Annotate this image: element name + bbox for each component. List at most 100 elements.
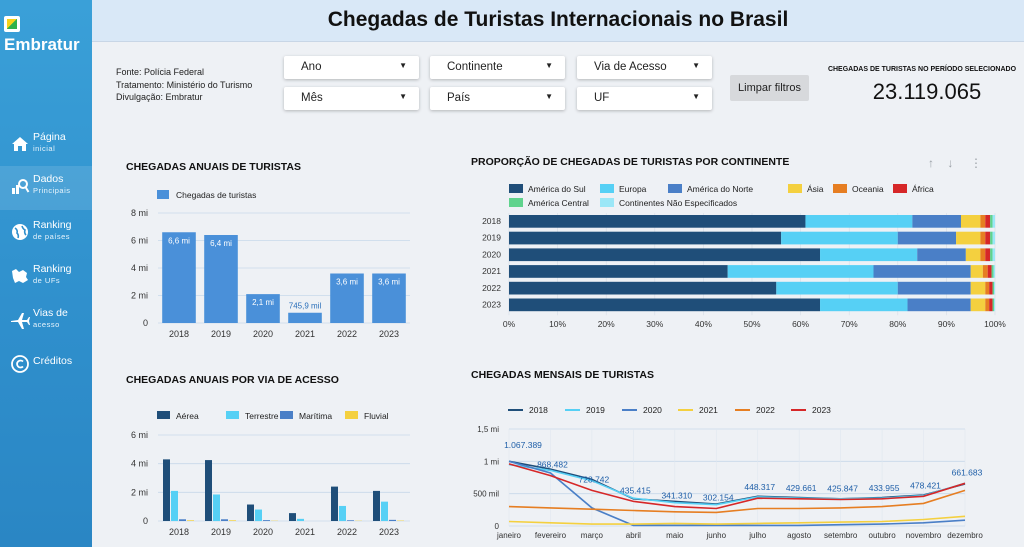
- bar-data-label: 6,6 mi: [168, 236, 190, 245]
- data-label-2023: 302.154: [703, 493, 734, 503]
- legend-swatch: [788, 184, 802, 193]
- legend-label: Terrestre: [245, 411, 279, 421]
- data-label-2023: 448.317: [744, 482, 775, 492]
- data-label-2023: 341.310: [661, 491, 692, 501]
- publication-line: Divulgação: Embratur: [116, 92, 203, 102]
- filter-via-dropdown[interactable]: Via de Acesso ▼: [577, 56, 712, 79]
- legend-label: América do Sul: [528, 184, 586, 194]
- x-tick-label: agosto: [787, 531, 812, 540]
- bar-Marítima-2019: [221, 519, 228, 521]
- segment-2020: [990, 248, 993, 262]
- clear-filters-button[interactable]: Limpar filtros: [730, 75, 809, 101]
- segment-2023: [970, 298, 986, 312]
- x-tick-label: 80%: [889, 319, 906, 329]
- continent-chart-title: PROPORÇÃO DE CHEGADAS DE TURISTAS POR CO…: [471, 156, 790, 168]
- legend-label: Europa: [619, 184, 647, 194]
- nav-item-home[interactable]: Página inicial: [0, 124, 92, 168]
- bar-Marítima-2023: [389, 519, 396, 521]
- filter-pais-dropdown[interactable]: País ▼: [430, 87, 565, 110]
- y-tick-label: 2023: [482, 300, 501, 310]
- nav-item-dados-principais[interactable]: Dados Principais: [0, 166, 92, 210]
- x-tick-label: março: [581, 531, 604, 540]
- filter-mes-dropdown[interactable]: Mês ▼: [284, 87, 419, 110]
- filter-ano-dropdown[interactable]: Ano ▼: [284, 56, 419, 79]
- filter-uf-dropdown[interactable]: UF ▼: [577, 87, 712, 110]
- nav-sublabel: de UFs: [33, 276, 61, 285]
- bar-Fluvial-2019: [229, 520, 236, 521]
- data-label-2023: 661.683: [952, 467, 983, 477]
- page-header: Chegadas de Turistas Internacionais no B…: [92, 0, 1024, 42]
- nav-item-creditos[interactable]: Créditos: [0, 344, 92, 388]
- y-tick-label: 1 mi: [484, 457, 499, 466]
- bar-Aérea-2021: [289, 513, 296, 521]
- monthly-chart-title: CHEGADAS MENSAIS DE TURISTAS: [471, 369, 654, 381]
- nav-sublabel: inicial: [33, 144, 56, 153]
- segment-2022: [970, 281, 986, 295]
- embratur-logo[interactable]: Embratur: [4, 16, 88, 58]
- y-tick-label: 2019: [482, 233, 501, 243]
- annual-chart-title: CHEGADAS ANUAIS DE TURISTAS: [126, 161, 302, 173]
- bar-2023: [372, 273, 406, 323]
- sort-down-icon[interactable]: ↓: [947, 156, 954, 170]
- bar-2018: [162, 232, 196, 323]
- segment-2022: [776, 281, 898, 295]
- legend-label: Chegadas de turistas: [176, 190, 256, 200]
- segment-2022: [992, 281, 995, 295]
- y-tick-label: 4 mi: [131, 459, 148, 469]
- dropdown-label: País: [447, 92, 471, 104]
- nav-label: Ranking: [33, 263, 72, 275]
- segment-2023: [992, 298, 995, 312]
- segment-2020: [992, 248, 995, 262]
- segment-2020: [917, 248, 966, 262]
- segment-2018: [912, 215, 961, 228]
- line-series-2023: [508, 463, 966, 510]
- segment-2018: [805, 215, 913, 228]
- bar-data-label: 745,9 mil: [289, 302, 322, 311]
- segment-2019: [980, 231, 986, 245]
- x-tick-label: 2022: [337, 329, 357, 339]
- data-label-2023: 868.482: [537, 460, 568, 470]
- sort-up-icon[interactable]: ↑: [928, 156, 934, 170]
- x-tick-label: 2019: [211, 329, 231, 339]
- data-label-2023: 728.742: [579, 474, 610, 484]
- segment-2019: [990, 231, 993, 245]
- segment-2021: [970, 265, 983, 278]
- segment-2023: [907, 298, 971, 312]
- nav-item-ranking-paises[interactable]: Ranking de países: [0, 212, 92, 256]
- dropdown-label: Via de Acesso: [594, 61, 667, 73]
- nav-item-ranking-ufs[interactable]: Ranking de UFs: [0, 256, 92, 300]
- legend-swatch: [157, 190, 169, 199]
- x-tick-label: 2020: [253, 527, 273, 537]
- segment-2018: [980, 215, 986, 228]
- x-tick-label: 2023: [379, 329, 399, 339]
- y-tick-label: 2022: [482, 283, 501, 293]
- data-label-2023: 433.955: [869, 483, 900, 493]
- nav-label: Ranking: [33, 219, 72, 231]
- bar-Terrestre-2018: [171, 490, 178, 521]
- y-tick-label: 6 mi: [131, 430, 148, 440]
- more-options-icon[interactable]: ⋮: [970, 156, 983, 170]
- bar-Aérea-2018: [163, 459, 170, 521]
- segment-2022: [989, 281, 993, 295]
- chart-toolbar: ↑ ↓ ⋮: [928, 156, 982, 170]
- embratur-logo-mark: [4, 16, 20, 32]
- x-tick-label: abril: [626, 531, 641, 540]
- access-chart-title: CHEGADAS ANUAIS POR VIA DE ACESSO: [126, 374, 339, 386]
- segment-2021: [982, 265, 988, 278]
- x-tick-label: novembro: [906, 531, 942, 540]
- x-tick-label: 30%: [646, 319, 663, 329]
- segment-2019: [956, 231, 981, 245]
- filter-continente-dropdown[interactable]: Continente ▼: [430, 56, 565, 79]
- x-tick-label: julho: [748, 531, 766, 540]
- legend-label: 2021: [699, 405, 718, 415]
- segment-2023: [820, 298, 908, 312]
- access-route-chart: Aérea Terrestre Marítima Fluvial 0 2 mi 4 mi 6 …: [131, 411, 410, 537]
- x-tick-label: 2019: [211, 527, 231, 537]
- nav-item-vias-acesso[interactable]: Vias de acesso: [0, 300, 92, 344]
- bar-Aérea-2022: [331, 486, 338, 521]
- y-tick-label: 1,5 mi: [477, 425, 499, 434]
- bar-2021: [288, 312, 322, 323]
- legend-swatch: [668, 184, 682, 193]
- x-tick-label: junho: [705, 531, 726, 540]
- data-label-2023: 478.421: [910, 480, 941, 490]
